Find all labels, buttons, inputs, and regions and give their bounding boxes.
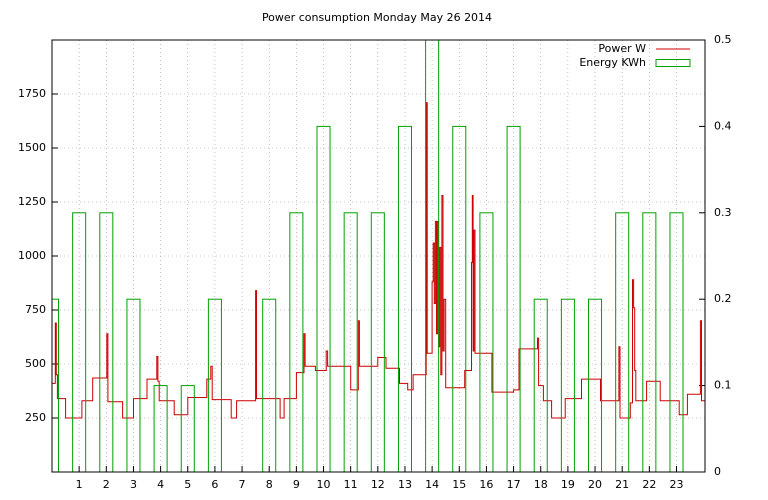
bar — [343, 212, 358, 472]
bar — [560, 298, 575, 472]
x-tick-label: 16 — [479, 478, 493, 491]
y2-tick-label: 0.3 — [714, 206, 732, 219]
plot-border — [51, 39, 706, 473]
bar — [99, 212, 114, 472]
x-tick-label: 12 — [371, 478, 385, 491]
bar — [397, 125, 412, 472]
x-tick-label: 6 — [211, 478, 218, 491]
x-tick-label: 8 — [266, 478, 273, 491]
chart-title: Power consumption Monday May 26 2014 — [262, 11, 492, 24]
x-tick-label: 4 — [157, 478, 164, 491]
bar — [506, 125, 521, 472]
bar — [126, 298, 141, 472]
x-tick-label: 9 — [293, 478, 300, 491]
bar — [72, 212, 87, 472]
bar — [533, 298, 548, 472]
bar — [52, 298, 60, 472]
y2-tick-label: 0.5 — [714, 33, 732, 46]
x-tick-label: 18 — [534, 478, 548, 491]
x-tick-label: 7 — [239, 478, 246, 491]
bar — [642, 212, 657, 472]
y2-tick-label: 0 — [714, 465, 721, 478]
y2-tick-label: 0.2 — [714, 292, 732, 305]
bar — [425, 40, 440, 472]
x-tick-label: 17 — [507, 478, 521, 491]
y2-tick-label: 0.1 — [714, 379, 732, 392]
y-tick-label: 1750 — [18, 87, 46, 100]
bar — [669, 212, 684, 472]
x-tick-label: 21 — [615, 478, 629, 491]
y2-tick-label: 0.4 — [714, 119, 732, 132]
legend-label: Energy KWh — [579, 56, 646, 69]
bar — [316, 125, 331, 472]
x-tick-label: 20 — [588, 478, 602, 491]
x-tick-label: 5 — [184, 478, 191, 491]
power-line — [52, 102, 705, 419]
x-tick-label: 10 — [317, 478, 331, 491]
x-tick-label: 13 — [398, 478, 412, 491]
bar — [207, 298, 222, 472]
x-tick-label: 19 — [561, 478, 575, 491]
y-tick-label: 1250 — [18, 195, 46, 208]
bar — [615, 212, 630, 472]
bar — [180, 385, 195, 472]
plot-area — [52, 40, 705, 472]
x-tick-label: 2 — [103, 478, 110, 491]
bar — [370, 212, 385, 472]
x-tick-label: 22 — [642, 478, 656, 491]
y-tick-label: 500 — [25, 357, 46, 370]
bar — [479, 212, 494, 472]
x-tick-label: 23 — [669, 478, 683, 491]
y-tick-label: 750 — [25, 303, 46, 316]
bar — [153, 385, 168, 472]
y-tick-label: 1000 — [18, 249, 46, 262]
x-tick-label: 11 — [344, 478, 358, 491]
legend-swatch — [655, 59, 691, 67]
y-tick-label: 250 — [25, 411, 46, 424]
x-tick-label: 14 — [425, 478, 439, 491]
bar — [289, 212, 304, 472]
bar — [452, 125, 467, 472]
x-tick-label: 1 — [76, 478, 83, 491]
x-tick-label: 15 — [452, 478, 466, 491]
bar — [262, 298, 277, 472]
bar — [588, 298, 603, 472]
legend-label: Power W — [598, 42, 646, 55]
x-tick-label: 3 — [130, 478, 137, 491]
y-tick-label: 1500 — [18, 141, 46, 154]
